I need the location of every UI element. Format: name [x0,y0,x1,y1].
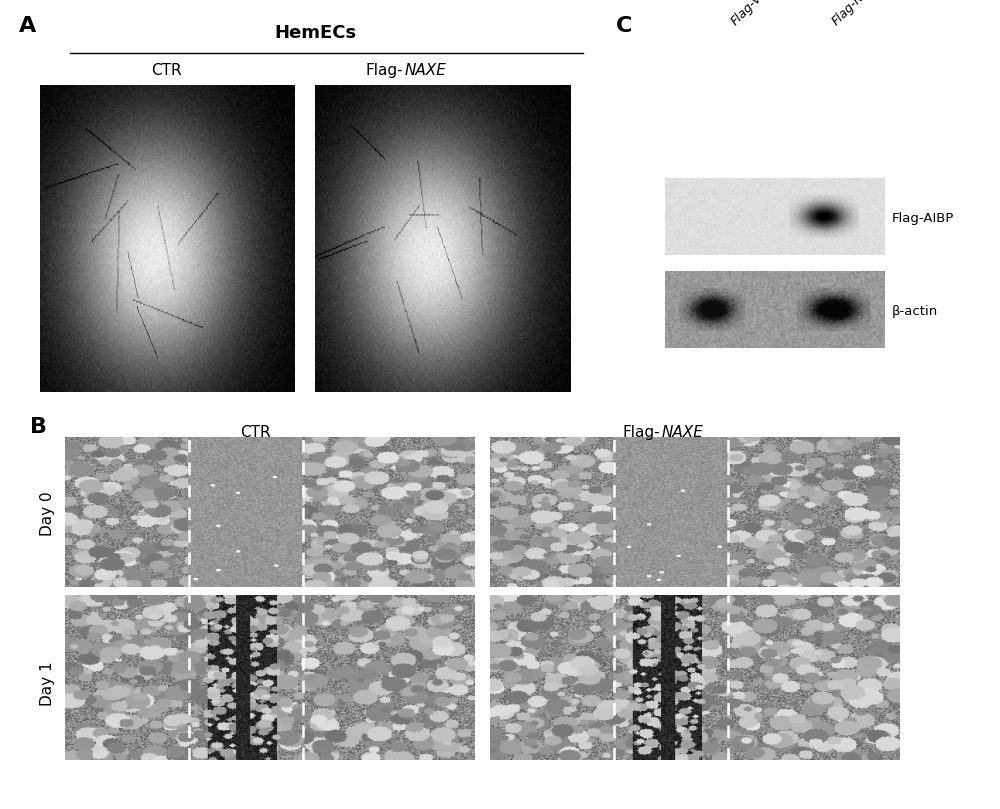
Text: CTR: CTR [151,63,182,78]
Text: B: B [30,417,47,437]
Text: Flag-AIBP: Flag-AIBP [892,212,954,225]
Text: Day 1: Day 1 [40,661,55,706]
Text: HemECs: HemECs [274,24,356,42]
Text: CTR: CTR [240,425,270,440]
Text: Day 0: Day 0 [40,491,55,536]
Text: Flag-Vector: Flag-Vector [729,0,788,28]
Text: C: C [616,16,632,36]
Text: Flag-NAXE: Flag-NAXE [830,0,885,28]
Text: Flag-: Flag- [366,63,403,78]
Text: A: A [19,16,36,36]
Text: Flag-: Flag- [622,425,660,440]
Text: NAXE: NAXE [662,425,704,440]
Text: β-actin: β-actin [892,305,938,318]
Text: NAXE: NAXE [405,63,447,78]
